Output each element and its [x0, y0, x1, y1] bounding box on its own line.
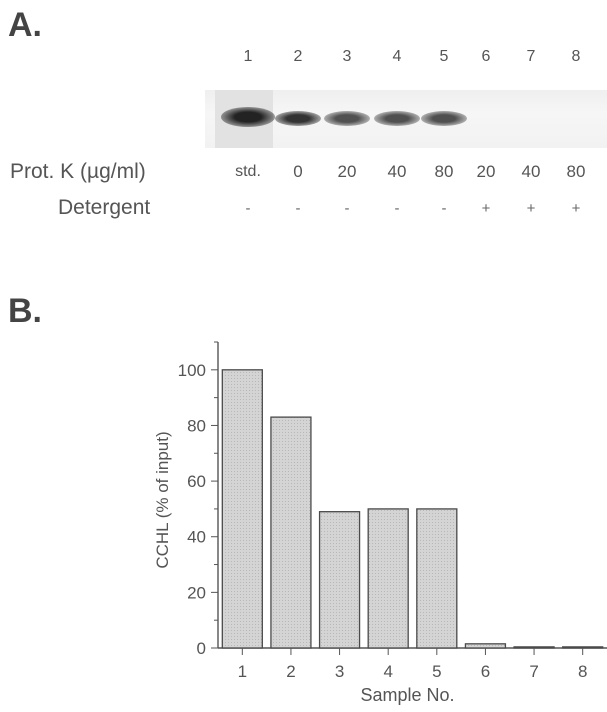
y-tick-label: 40 — [187, 528, 206, 547]
x-tick-label: 6 — [481, 662, 490, 681]
x-tick-label: 5 — [432, 662, 441, 681]
detergent-value: + — [481, 200, 491, 217]
protk-value: 80 — [566, 162, 586, 181]
lane-number: 8 — [571, 48, 581, 65]
x-tick-label: 8 — [578, 662, 587, 681]
x-tick-label: 1 — [238, 662, 247, 681]
y-tick-label: 60 — [187, 472, 206, 491]
gel-band — [324, 111, 370, 126]
x-tick-label: 4 — [383, 662, 392, 681]
detergent-value: - — [295, 200, 301, 217]
detergent-value: - — [394, 200, 400, 217]
y-tick-label: 80 — [187, 416, 206, 435]
lane-number: 6 — [481, 48, 491, 65]
protk-value: 40 — [521, 162, 541, 181]
gel-image — [205, 90, 607, 148]
bar — [464, 643, 507, 649]
y-axis-label: CCHL (% of input) — [153, 431, 172, 568]
lane-number: 1 — [243, 48, 253, 65]
x-tick-label: 3 — [335, 662, 344, 681]
y-tick-label: 100 — [178, 361, 206, 380]
gel-band — [221, 107, 275, 127]
gel-band — [421, 111, 467, 126]
detergent-value: - — [245, 200, 251, 217]
y-tick-label: 0 — [197, 639, 206, 658]
detergent-value: + — [526, 200, 536, 217]
bar — [221, 369, 263, 649]
bar — [416, 508, 458, 649]
panel-b-label: B. — [8, 292, 42, 330]
bar — [367, 508, 409, 649]
detergent-value: - — [344, 200, 350, 217]
bar — [513, 646, 555, 649]
detergent-value: + — [571, 200, 581, 217]
x-axis-label: Sample No. — [360, 685, 454, 705]
protk-value: 40 — [387, 162, 407, 181]
bar — [318, 511, 361, 649]
protk-value: 80 — [434, 162, 454, 181]
detergent-value: - — [441, 200, 447, 217]
lane-number: 5 — [439, 48, 449, 65]
lane-number: 7 — [526, 48, 536, 65]
x-tick-label: 2 — [286, 662, 295, 681]
bar — [562, 646, 604, 649]
gel-band — [275, 111, 321, 126]
protk-value: std. — [235, 163, 261, 180]
bar-chart: 0 20 40 60 80 100 CCHL (% of input) 1 2 3 4 5 6 7 8 Sam… — [153, 341, 607, 705]
bar — [270, 416, 312, 649]
protk-value: 20 — [476, 162, 496, 181]
panel-a-label: A. — [8, 6, 42, 44]
gel-band — [374, 111, 420, 126]
lane-number: 3 — [342, 48, 352, 65]
lane-number: 4 — [392, 48, 402, 65]
protk-row-label: Prot. K (µg/ml) — [10, 160, 146, 183]
x-tick-label: 7 — [529, 662, 538, 681]
detergent-row-label: Detergent — [58, 196, 151, 219]
lane-number: 2 — [293, 48, 303, 65]
protk-value: 20 — [337, 162, 357, 181]
protk-value: 0 — [293, 162, 303, 181]
y-tick-label: 20 — [187, 583, 206, 602]
